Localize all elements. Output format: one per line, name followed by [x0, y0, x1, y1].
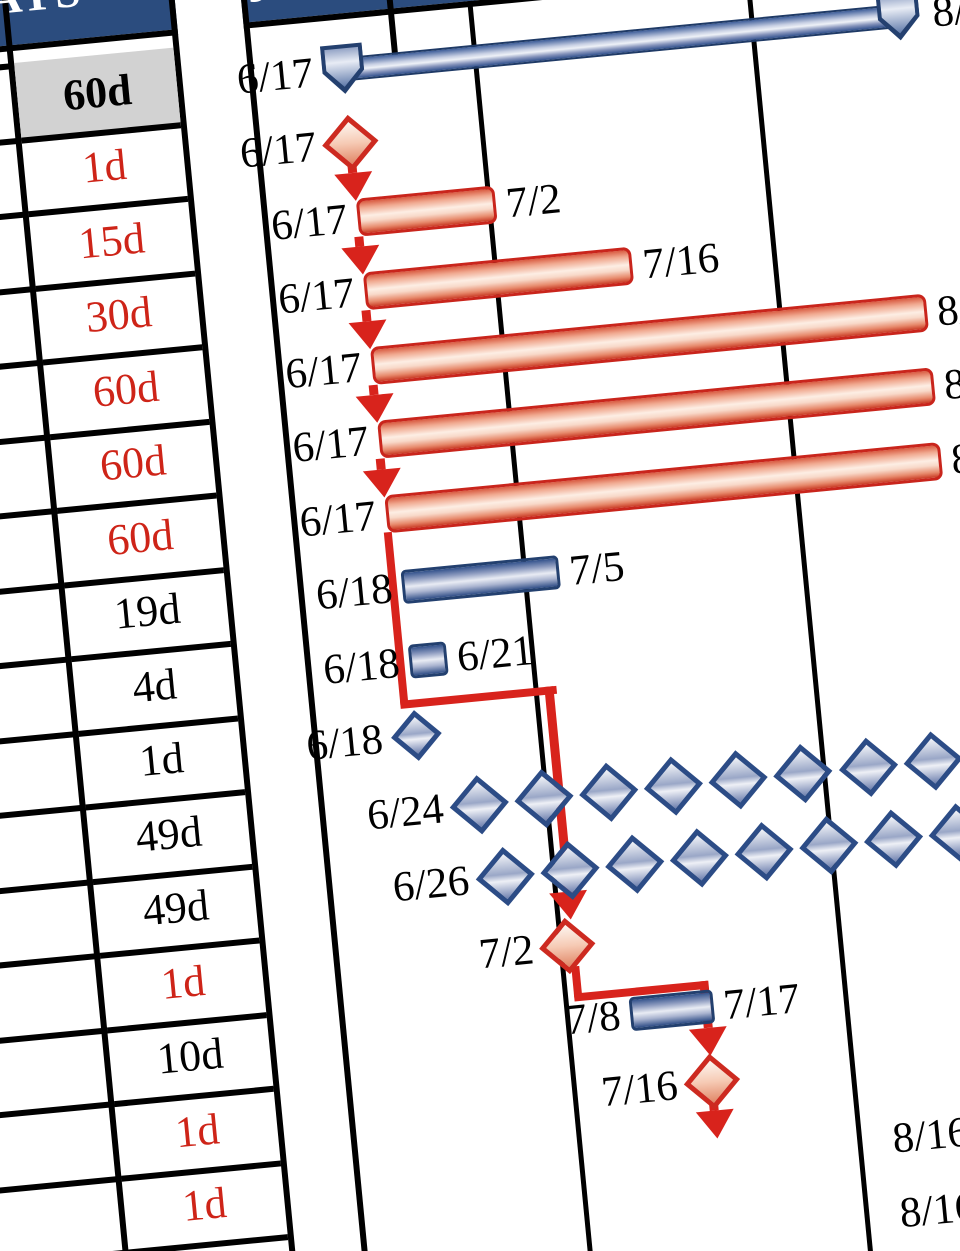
- milestone-diamond: [321, 114, 379, 172]
- left-column-row-divider: [0, 433, 51, 455]
- task-finish-date: 6/21: [454, 626, 536, 681]
- task-bar: [369, 293, 929, 385]
- task-finish-date: 8/16: [949, 429, 960, 484]
- left-column-row-divider: [0, 1175, 122, 1197]
- task-bar: [400, 555, 562, 605]
- summary-finish-date: 8/16: [930, 0, 960, 37]
- recurring-milestone-diamond: [604, 834, 664, 894]
- task-finish-date: 7/5: [567, 542, 627, 595]
- left-column-row-divider: [0, 952, 101, 974]
- milestone-diamond: [539, 917, 596, 974]
- recurring-milestone-diamond: [799, 815, 859, 876]
- dependency-arrowhead: [688, 1025, 730, 1058]
- recurring-milestone-diamond: [903, 731, 960, 791]
- recurring-milestone-diamond: [449, 774, 509, 834]
- task-finish-date: 7/17: [721, 975, 802, 1030]
- recurring-milestone-diamond: [734, 822, 794, 882]
- task-bar: [384, 441, 944, 533]
- recurring-milestone-diamond: [928, 803, 960, 863]
- gridline-august: [744, 0, 888, 1251]
- milestone-diamond: [683, 1053, 740, 1110]
- recurring-milestone-diamond: [838, 737, 898, 797]
- left-column-row-divider: [0, 507, 58, 529]
- milestone-diamond: [391, 710, 442, 761]
- offscreen-milestone-date: 8/16: [897, 1182, 960, 1237]
- duration-value: 1d: [158, 955, 208, 1009]
- recurring-milestone-diamond: [644, 755, 704, 816]
- recurring-milestone-diamond: [475, 847, 535, 907]
- task-finish-date: 7/16: [640, 234, 722, 289]
- task-bar: [376, 367, 936, 459]
- recurring-milestone-diamond: [579, 762, 639, 822]
- recurring-milestone-diamond: [864, 809, 924, 869]
- duration-value: 1d: [180, 1178, 229, 1232]
- task-bar: [355, 184, 498, 237]
- duration-value: 1d: [173, 1104, 222, 1158]
- task-finish-date: 8/16: [934, 280, 960, 336]
- gantt-summary-bar: [341, 3, 900, 81]
- summary-endcap-right: [875, 0, 922, 42]
- recurring-milestone-diamond: [669, 828, 729, 888]
- task-finish-date: 8/16: [941, 355, 960, 410]
- summary-endcap-left: [320, 42, 367, 96]
- duration-value: 10d: [154, 1028, 226, 1084]
- left-column-row-divider: [0, 1026, 108, 1049]
- recurring-milestone-diamond: [708, 749, 768, 809]
- milestone-date: 7/16: [599, 1061, 680, 1116]
- task-finish-date: 7/2: [503, 174, 564, 227]
- offscreen-milestone-date: 8/16: [890, 1108, 960, 1163]
- left-column-row-divider: [0, 582, 65, 604]
- left-column-row-divider: [0, 878, 94, 900]
- left-column-row-divider: [0, 804, 87, 826]
- left-column-row-divider: [0, 656, 72, 678]
- left-column-row-divider: [0, 1101, 115, 1123]
- task-bar: [407, 640, 449, 679]
